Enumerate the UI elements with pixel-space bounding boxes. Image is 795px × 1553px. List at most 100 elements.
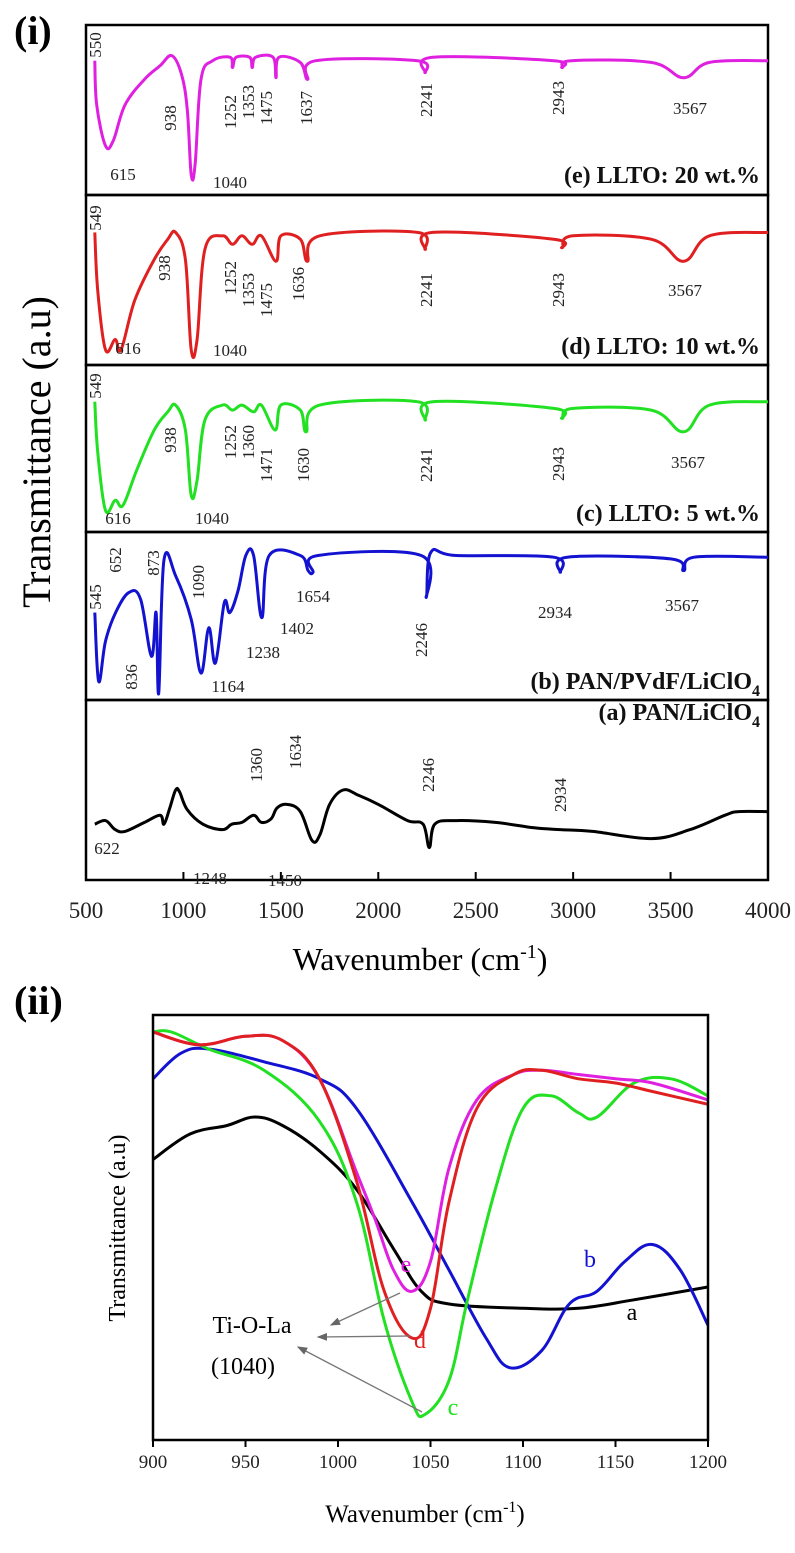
curve-label-a: a	[627, 1300, 638, 1326]
peak-label: 1248	[193, 869, 227, 888]
panel-i-tag: (i)	[14, 8, 52, 53]
peak-label: 3567	[673, 99, 708, 118]
peak-label: 550	[86, 32, 105, 58]
peak-label: 652	[106, 547, 125, 573]
peak-label: 2934	[538, 603, 573, 622]
peak-label: 1090	[189, 565, 208, 599]
peak-label: 938	[155, 255, 174, 281]
peak-label: 1040	[195, 509, 229, 528]
peak-label: 873	[144, 550, 163, 576]
peak-label: 3567	[671, 453, 706, 472]
curve-label-c: c	[448, 1395, 459, 1421]
peak-label: 2241	[417, 83, 436, 117]
peak-label: 616	[105, 509, 131, 528]
peak-label: 2246	[412, 623, 431, 657]
spectrum-line-a	[94, 786, 769, 850]
peak-label: 1475	[257, 91, 276, 125]
peak-label: 616	[115, 339, 141, 358]
peak-label: 1637	[297, 91, 316, 126]
peak-label: 1471	[257, 448, 276, 482]
x-tick-label: 900	[139, 1452, 168, 1473]
annotation-arrow	[329, 1292, 401, 1326]
panel-frame	[84, 698, 770, 882]
peak-label: 1353	[239, 273, 258, 307]
peak-label: 545	[86, 584, 105, 610]
peak-label: 2246	[419, 758, 438, 792]
peak-label: 615	[110, 165, 136, 184]
spectrum-panel-d: 549 616 938 1040 1252 1353 1475 1636 2241 2943 356…	[84, 193, 770, 367]
annotation-arrow	[296, 1346, 423, 1413]
spectrum-line-b	[93, 547, 769, 696]
peak-label: 1164	[211, 677, 245, 696]
x-tick-label: 3500	[648, 898, 694, 923]
peak-label: 938	[161, 105, 180, 131]
x-tick-label: 4000	[745, 898, 791, 923]
zoom-spectrum-line-e	[153, 1030, 708, 1293]
panel-ii-x-axis-label: Wavenumber (cm-1)	[325, 1499, 524, 1528]
annotation-ti-o-la: Ti-O-La	[212, 1313, 291, 1339]
x-tick-label: 3000	[550, 898, 596, 923]
curve-label-b: b	[584, 1247, 596, 1273]
peak-label: 3567	[665, 596, 700, 615]
zoom-spectrum-line-d	[153, 1030, 708, 1341]
peak-label: 1353	[239, 85, 258, 119]
legend-label-a: (a) PAN/LiClO4	[598, 700, 760, 731]
x-tick-label: 2000	[355, 898, 401, 923]
peak-label: 1636	[289, 267, 308, 301]
peak-label: 1360	[239, 425, 258, 459]
panel-ii-tag: (ii)	[14, 978, 63, 1023]
peak-label: 549	[86, 205, 105, 231]
x-tick-label: 500	[69, 898, 104, 923]
x-tick-label: 1100	[504, 1452, 541, 1473]
peak-label: 622	[94, 839, 120, 858]
legend-label-c: (c) LLTO: 5 wt.%	[576, 501, 760, 527]
peak-label: 2241	[417, 273, 436, 307]
x-tick-label: 1150	[597, 1452, 634, 1473]
x-tick-label: 1500	[258, 898, 304, 923]
zoom-spectrum-line-a	[153, 1115, 708, 1311]
peak-label: 836	[122, 664, 141, 690]
peak-label: 1252	[221, 95, 240, 129]
spectrum-panel-e: 550 615 938 1040 1252 1353 1475 1637 2241 2943 356…	[84, 23, 770, 197]
peak-label: 1238	[246, 643, 280, 662]
legend-label-e: (e) LLTO: 20 wt.%	[564, 163, 760, 189]
panel-i-x-axis-label: Wavenumber (cm-1)	[293, 941, 548, 977]
peak-label: 1252	[221, 425, 240, 459]
peak-label: 1654	[296, 587, 331, 606]
peak-label: 1252	[221, 261, 240, 295]
zoom-spectrum-line-c	[153, 1029, 708, 1419]
spectrum-panel-a: 622 1248 1360 1450 1634 2246 2934 (a) PAN/LiClO…	[84, 698, 770, 890]
panel-ii-y-axis-label: Transmittance (a.u)	[105, 1134, 131, 1321]
x-tick-label: 1000	[160, 898, 206, 923]
x-tick-label: 1050	[412, 1452, 450, 1473]
peak-label: 1630	[294, 448, 313, 482]
peak-label: 2943	[549, 81, 568, 115]
annotation-1040: (1040)	[211, 1354, 275, 1380]
annotation-arrow	[316, 1333, 411, 1341]
panel-ii: a b c e d 900 950 1000 1050 1100 1150 1200	[139, 1013, 727, 1473]
peak-label: 1450	[268, 871, 302, 890]
x-tick-label: 1000	[319, 1452, 357, 1473]
peak-label: 1040	[213, 173, 247, 192]
peak-label: 2943	[549, 273, 568, 307]
spectrum-line-e	[93, 53, 769, 182]
peak-label: 1360	[247, 748, 266, 782]
spectrum-line-d	[93, 229, 769, 360]
peak-label: 3567	[668, 281, 703, 300]
peak-label: 1634	[286, 735, 305, 770]
peak-label: 2241	[417, 448, 436, 482]
spectrum-line-c	[93, 398, 769, 515]
curve-label-d: d	[414, 1328, 426, 1354]
legend-label-b: (b) PAN/PVdF/LiClO4	[530, 669, 760, 700]
peak-label: 938	[161, 427, 180, 453]
x-tick-label: 950	[231, 1452, 260, 1473]
x-tick-label: 1200	[689, 1452, 727, 1473]
panel-i-y-axis-label: Transmittance (a.u)	[14, 296, 59, 608]
peak-label: 2943	[549, 447, 568, 481]
peak-label: 1475	[257, 283, 276, 317]
zoom-spectrum-line-b	[153, 1046, 708, 1370]
x-tick-label: 2500	[453, 898, 499, 923]
